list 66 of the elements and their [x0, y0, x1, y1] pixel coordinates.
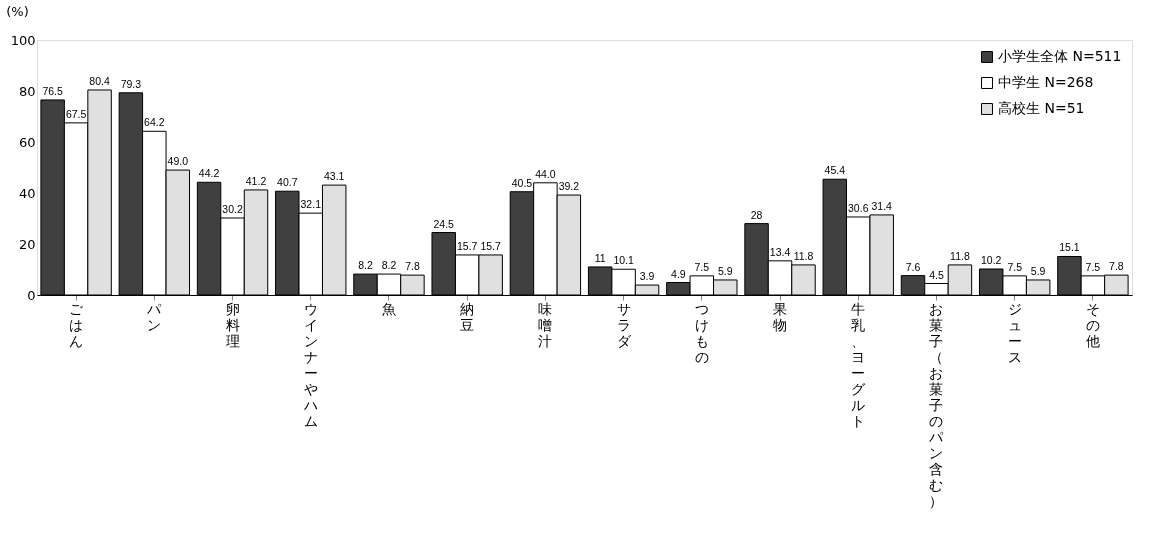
- data-label: 4.9: [671, 267, 686, 280]
- x-tick-label: つけもの: [694, 300, 709, 365]
- x-tick-label: パン: [146, 300, 163, 333]
- data-label: 11.8: [950, 249, 970, 262]
- data-label: 40.5: [511, 176, 533, 189]
- x-tick-label: ウインナーやハム: [302, 300, 318, 429]
- data-label: 30.6: [848, 201, 869, 214]
- data-label: 7.5: [1085, 260, 1101, 273]
- data-label: 5.9: [1030, 264, 1046, 277]
- y-tick-label: 60: [18, 134, 36, 150]
- data-label: 44.0: [535, 167, 556, 180]
- x-tick-label: 卵料理: [225, 300, 240, 349]
- category-label: お菓子（お菓子のパン含む）: [929, 300, 944, 509]
- data-label: 7.5: [1007, 260, 1023, 273]
- data-label: 41.2: [245, 174, 267, 187]
- data-label: 8.2: [358, 259, 373, 272]
- legend-label: 高校生 N=51: [998, 100, 1085, 116]
- data-label: 10.1: [613, 254, 634, 267]
- data-label: 76.5: [42, 84, 64, 97]
- data-label: 7.6: [905, 260, 921, 273]
- data-label: 10.2: [981, 253, 1002, 266]
- data-label: 28: [750, 208, 763, 221]
- y-tick-label: 80: [18, 83, 36, 99]
- x-tick-label: 魚: [381, 300, 396, 317]
- y-tick-label: 40: [18, 185, 36, 201]
- data-label: 13.4: [769, 245, 791, 258]
- legend-label: 小学生全体 N=511: [998, 48, 1122, 64]
- data-label: 24.5: [433, 217, 455, 230]
- data-label: 39.2: [558, 180, 580, 193]
- data-label: 7.8: [405, 260, 420, 273]
- data-label: 43.1: [324, 170, 345, 183]
- data-label: 67.5: [65, 107, 87, 120]
- y-tick-label: 0: [27, 287, 36, 303]
- data-label: 4.5: [929, 268, 944, 281]
- x-tick-label: ジュース: [1007, 300, 1022, 365]
- data-label: 11: [594, 251, 606, 264]
- data-label: 64.2: [144, 116, 165, 129]
- x-tick-label: サラダ: [616, 300, 632, 349]
- data-label: 8.2: [381, 259, 397, 272]
- x-tick-label: 味噌汁: [538, 300, 553, 349]
- x-tick-label: 納豆: [460, 300, 475, 333]
- data-label: 32.1: [300, 198, 322, 211]
- y-axis-title: (%): [6, 3, 29, 19]
- x-tick-label: ごはん: [69, 300, 85, 349]
- y-tick-label: 20: [18, 236, 36, 252]
- data-label: 45.4: [824, 164, 846, 177]
- data-label: 7.5: [694, 260, 710, 273]
- data-label: 7.8: [1109, 260, 1124, 273]
- data-label: 30.2: [222, 202, 243, 215]
- data-label: 5.9: [717, 264, 733, 277]
- y-tick-label: 100: [10, 32, 36, 48]
- data-label: 3.9: [639, 270, 655, 283]
- x-tick-label: 牛乳、ヨーグルト: [851, 300, 867, 429]
- data-label: 15.1: [1059, 241, 1080, 254]
- data-label: 15.7: [480, 239, 502, 252]
- data-label: 11.8: [793, 249, 814, 262]
- data-label: 44.2: [198, 167, 220, 180]
- x-tick-label: その他: [1085, 300, 1100, 349]
- legend-label: 中学生 N=268: [998, 74, 1094, 90]
- data-label: 40.7: [277, 176, 298, 189]
- data-label: 80.4: [89, 74, 110, 87]
- data-label: 31.4: [871, 199, 893, 212]
- data-label: 79.3: [120, 77, 142, 90]
- data-label: 15.7: [456, 239, 478, 252]
- data-label: 49.0: [167, 155, 189, 168]
- x-tick-label: 果物: [773, 300, 788, 333]
